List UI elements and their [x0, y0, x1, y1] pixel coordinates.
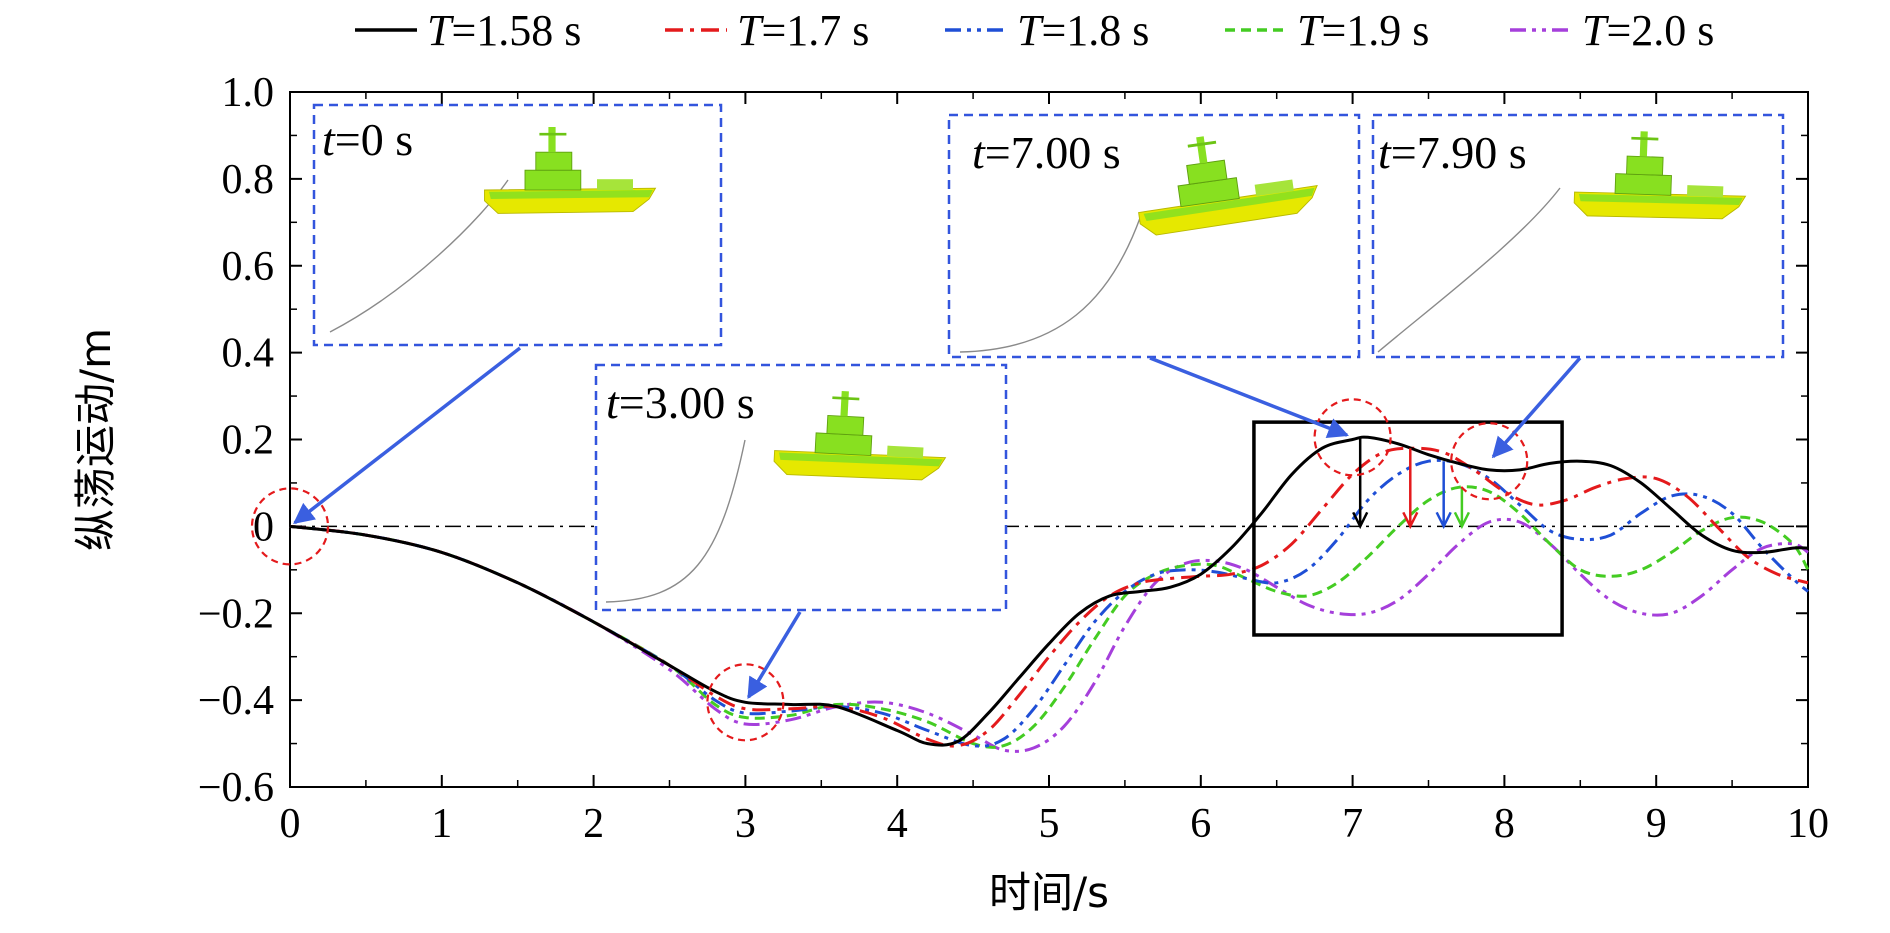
- ship-mast: [1639, 131, 1648, 157]
- y-tick-label: −0.2: [198, 591, 274, 637]
- pointer-arrow-1: [747, 611, 802, 699]
- x-tick-label: 7: [1342, 801, 1363, 847]
- ship-deck: [779, 452, 943, 467]
- x-tick-label: 4: [887, 801, 908, 847]
- snapshot-frame: [1371, 113, 1785, 359]
- snapshot-inset-0: t=0 s: [250, 103, 723, 566]
- peak-arrow-head-3: [1453, 511, 1471, 530]
- marker-circle-2: [1313, 398, 1392, 477]
- ship-bridge: [826, 414, 865, 436]
- peak-arrow-head-2: [1435, 511, 1452, 530]
- ship-model: [773, 390, 947, 481]
- x-tick-label: 2: [583, 801, 604, 847]
- mooring-line: [1377, 187, 1561, 353]
- ship-bridge: [535, 151, 573, 171]
- snapshot-frame: [312, 103, 723, 347]
- highlight-box: [1252, 420, 1564, 637]
- legend-label-3: T=1.9 s: [1297, 6, 1429, 55]
- snapshot-inset-2: t=7.00 s: [947, 113, 1392, 477]
- marker-circle-1: [706, 663, 785, 742]
- ship-mast: [548, 127, 556, 153]
- inset-layer: t=0 s t=3.00 s t=7.00 s t=7.90 s: [250, 103, 1785, 742]
- annotation-layer: [1252, 420, 1564, 637]
- series-line-1: [289, 446, 1809, 748]
- x-tick-label: 8: [1494, 801, 1515, 847]
- snapshot-label-1: t=3.00 s: [606, 377, 755, 428]
- ship-model: [1138, 136, 1318, 236]
- marker-circle-0: [250, 487, 330, 566]
- legend-label-2: T=1.8 s: [1017, 6, 1149, 55]
- ship-mast: [840, 390, 849, 417]
- ship-model: [484, 127, 657, 214]
- ship-yard: [1187, 140, 1217, 148]
- y-tick-label: −0.6: [198, 765, 274, 811]
- mooring-line: [605, 439, 746, 603]
- ship-deck: [489, 190, 653, 199]
- x-tick-label: 3: [735, 801, 756, 847]
- y-tick-label: −0.4: [198, 678, 274, 724]
- snapshot-inset-3: t=7.90 s: [1371, 113, 1785, 501]
- snapshot-label-3: t=7.90 s: [1378, 127, 1527, 178]
- x-axis-title: 时间/s: [989, 868, 1109, 917]
- series-line-4: [289, 517, 1809, 753]
- ship-cabin: [1614, 173, 1672, 196]
- legend-label-0: T=1.58 s: [427, 6, 581, 55]
- ship-aft-deckhouse: [1254, 179, 1294, 197]
- snapshot-inset-1: t=3.00 s: [594, 363, 1008, 742]
- mooring-line: [959, 217, 1141, 353]
- legend-label-4: T=2.0 s: [1582, 6, 1714, 55]
- legend-label-1: T=1.7 s: [737, 6, 869, 55]
- pointer-arrow-2: [1149, 356, 1349, 439]
- ship-model: [1573, 131, 1747, 220]
- x-tick-label: 5: [1039, 801, 1060, 847]
- peak-arrow-head-1: [1402, 511, 1419, 530]
- legend: T=1.58 s T=1.7 s T=1.8 s T=1.9 s T=2.0 s: [355, 6, 1714, 55]
- series-line-0: [289, 435, 1809, 747]
- y-tick-label: 0.6: [222, 244, 275, 290]
- ship-aft-deckhouse: [597, 179, 633, 190]
- series-line-2: [289, 458, 1809, 748]
- ship-yard: [832, 396, 860, 401]
- series-line-3: [289, 485, 1810, 749]
- snapshot-frame: [947, 113, 1361, 359]
- pointer-arrow-3: [1491, 356, 1582, 459]
- ship-deck: [1143, 187, 1315, 222]
- y-tick-label: 0.8: [222, 157, 275, 203]
- ship-bridge: [1626, 155, 1664, 176]
- x-tick-label: 0: [280, 801, 301, 847]
- axes: 0 1 2 3 4 5 6 7 8 9 10 −0.6 −0.4 −0.2 0 0.2 0.4 0.6 0.8 1.0…: [71, 70, 1829, 917]
- y-tick-label: 0.2: [222, 418, 275, 464]
- y-tick-label: 0.4: [222, 331, 275, 377]
- ship-aft-deckhouse: [886, 445, 924, 459]
- peak-arrow-head-0: [1352, 511, 1369, 530]
- x-tick-label: 6: [1190, 801, 1211, 847]
- pointer-arrow-0: [293, 346, 522, 525]
- ship-yard: [1631, 136, 1659, 141]
- ship-bridge: [1186, 159, 1228, 185]
- ship-aft-deckhouse: [1686, 185, 1724, 198]
- x-tick-label: 1: [431, 801, 452, 847]
- x-tick-label: 9: [1646, 801, 1667, 847]
- marker-circle-3: [1450, 422, 1529, 501]
- y-tick-label: 1.0: [222, 70, 275, 116]
- ship-cabin: [814, 432, 873, 457]
- x-tick-label: 10: [1787, 801, 1829, 847]
- y-tick-label: 0: [253, 504, 274, 550]
- series-layer: [289, 435, 1810, 753]
- snapshot-label-2: t=7.00 s: [972, 127, 1121, 178]
- snapshot-label-0: t=0 s: [322, 114, 413, 165]
- snapshot-frame: [594, 363, 1008, 612]
- ship-deck: [1578, 193, 1743, 205]
- ship-cabin: [524, 169, 582, 191]
- y-axis-title: 纵荡运动/m: [71, 328, 120, 551]
